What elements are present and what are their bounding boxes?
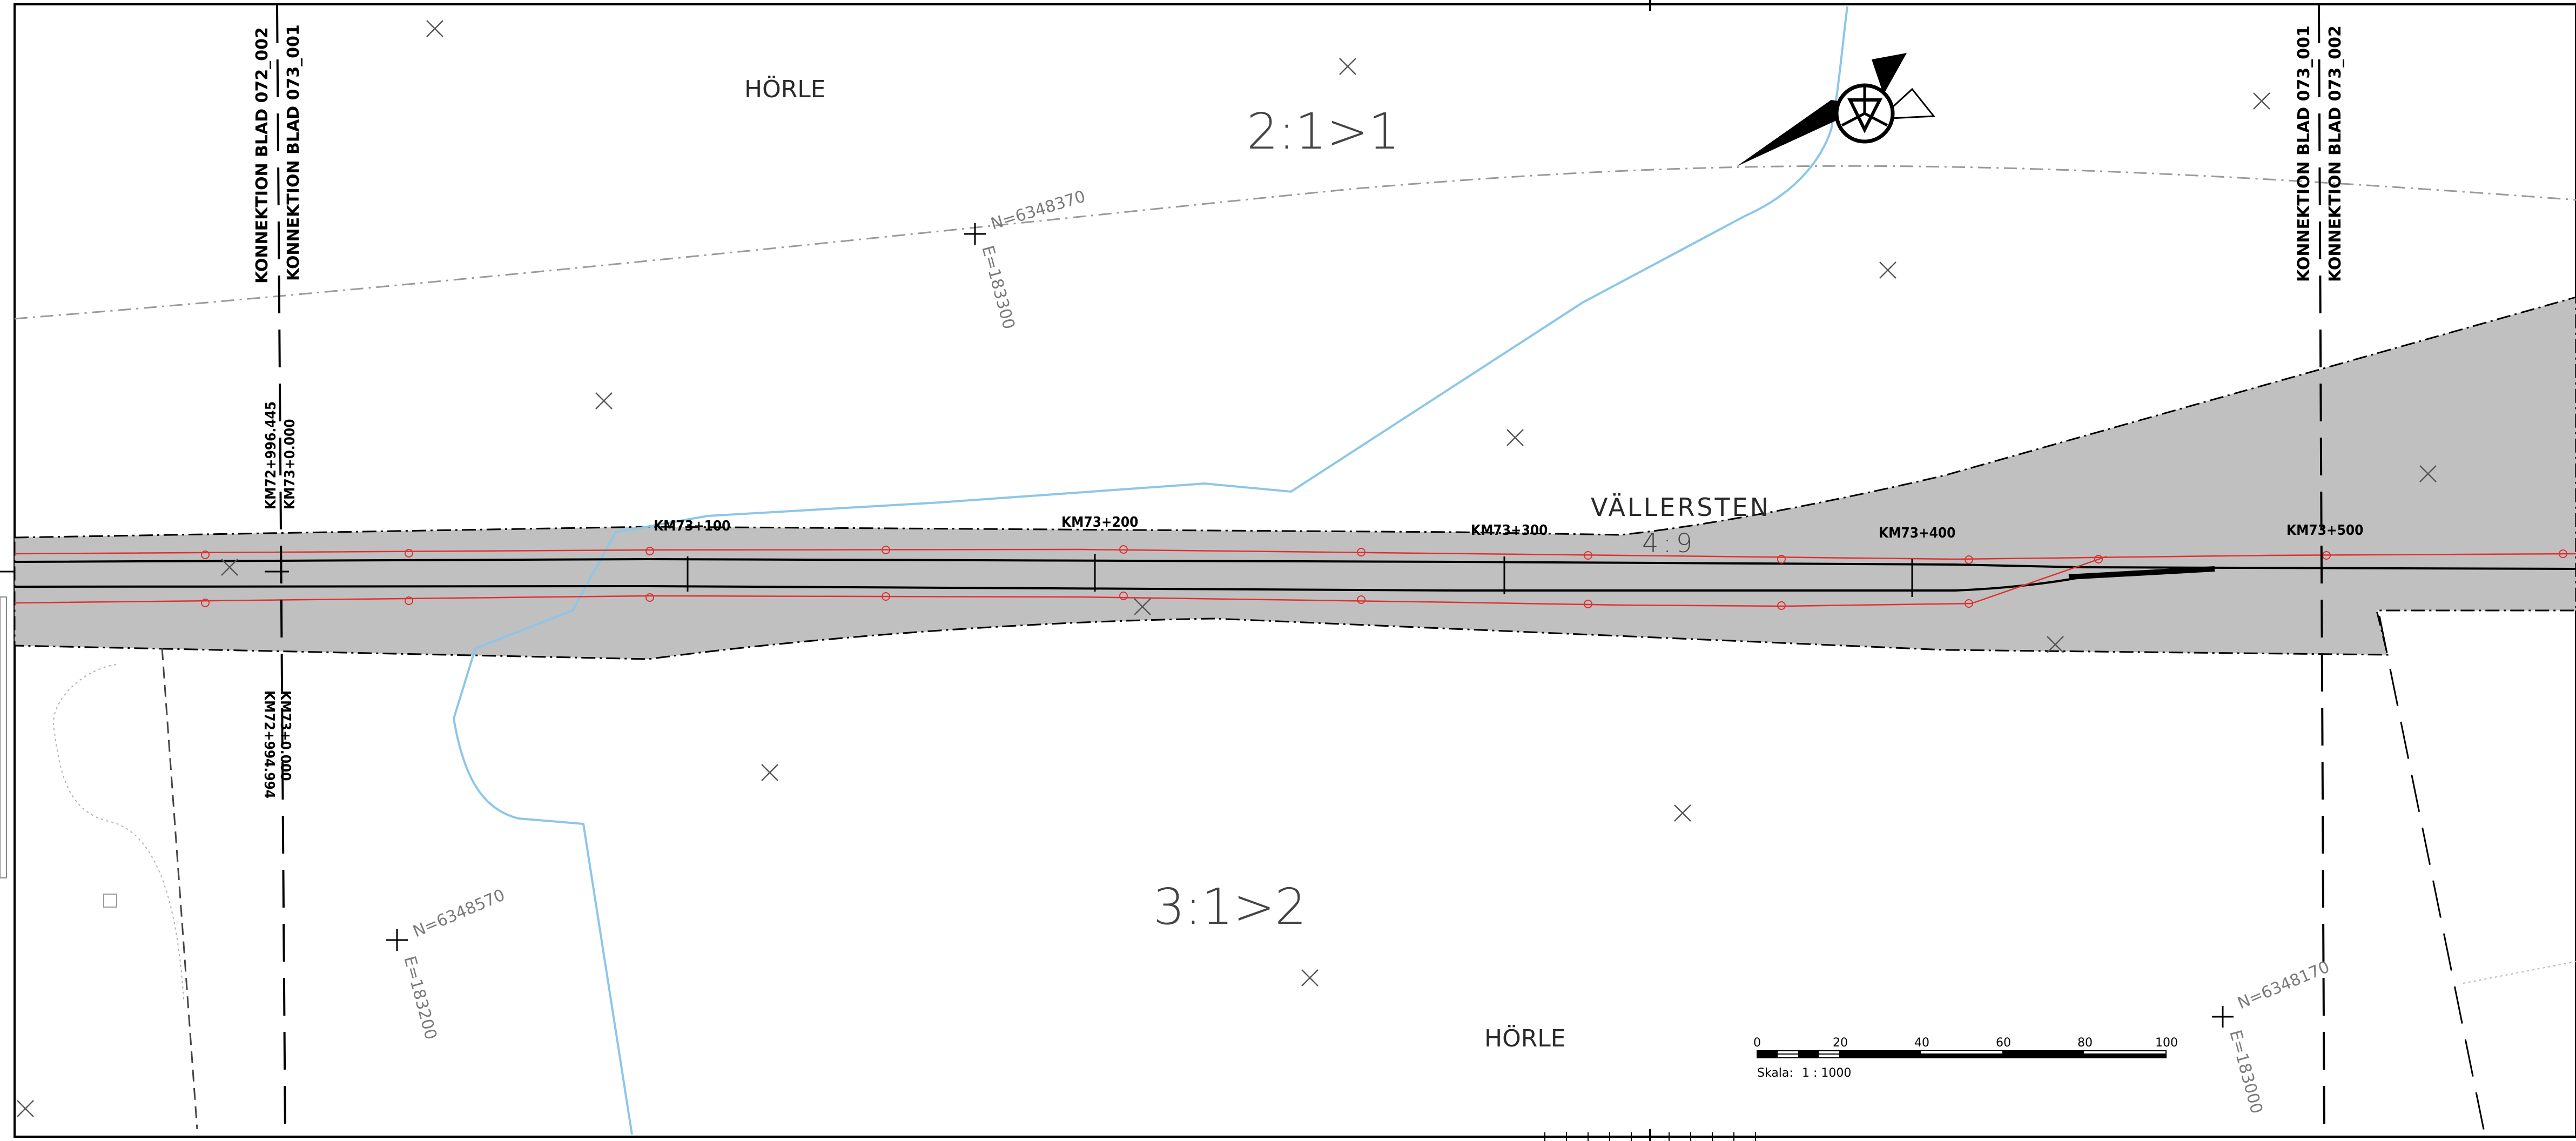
ditch-line bbox=[2378, 615, 2486, 1135]
small-square bbox=[103, 894, 117, 908]
scale-value: 1 : 1000 bbox=[1802, 1066, 1851, 1080]
km-marker-200: KM73+200 bbox=[1061, 514, 1138, 531]
coordinate-plus-markers bbox=[386, 223, 2234, 1028]
km-marker-100: KM73+100 bbox=[654, 518, 730, 534]
stream bbox=[452, 6, 1848, 1135]
scale-tick-0: 0 bbox=[1753, 1036, 1761, 1050]
scale-tick-100: 100 bbox=[2155, 1036, 2178, 1050]
km-marker-500: KM73+500 bbox=[2286, 522, 2363, 539]
connection-label-right-1: KONNEKTION BLAD 073_001 bbox=[2295, 25, 2313, 282]
coord-n-1: N=6348370 bbox=[988, 187, 1088, 233]
scale-label: Skala: bbox=[1757, 1066, 1793, 1080]
coord-n-3: N=6348170 bbox=[2235, 957, 2332, 1013]
place-name-horle-north: HÖRLE bbox=[744, 75, 826, 103]
km-ticks bbox=[687, 554, 1913, 597]
property-boundary bbox=[14, 165, 2576, 320]
bottom-ticks bbox=[1544, 1132, 1756, 1141]
left-dashed-line bbox=[161, 648, 198, 1130]
connection-line-right bbox=[2318, 5, 2325, 1137]
place-name-vallersten: VÄLLERSTEN bbox=[1591, 493, 1771, 522]
km-marker-400: KM73+400 bbox=[1879, 525, 1955, 541]
chainage-bottom-2: KM72+994.994 bbox=[261, 690, 277, 798]
chainage-bottom-1: KM73+0.000 bbox=[277, 690, 293, 781]
chainage-top-2: KM73+0.000 bbox=[282, 419, 298, 509]
north-arrow-icon bbox=[1737, 53, 1936, 166]
chainage-top-1: KM72+996.445 bbox=[263, 401, 279, 509]
edge-lines bbox=[14, 548, 2576, 607]
connection-label-right-2: KONNEKTION BLAD 073_002 bbox=[2326, 25, 2345, 282]
parcel-2-1-1: 2:1>1 bbox=[1247, 103, 1400, 160]
coord-e-1: E=183300 bbox=[978, 244, 1018, 331]
road-corridor bbox=[14, 296, 2576, 660]
left-margin-panel bbox=[0, 596, 7, 878]
connection-label-left-2: KONNEKTION BLAD 073_001 bbox=[284, 24, 303, 281]
coord-e-3: E=183000 bbox=[2225, 1028, 2266, 1116]
survey-cross-icon bbox=[17, 20, 2437, 1117]
connection-label-left-1: KONNEKTION BLAD 072_002 bbox=[253, 27, 272, 284]
coord-n-2: N=6348570 bbox=[410, 885, 507, 941]
scale-tick-20: 20 bbox=[1833, 1036, 1848, 1050]
left-dotted-area bbox=[52, 664, 184, 1000]
parcel-3-1-2: 3:1>2 bbox=[1153, 878, 1307, 936]
scale-tick-60: 60 bbox=[1996, 1036, 2011, 1050]
scale-tick-80: 80 bbox=[2077, 1036, 2093, 1050]
edge-markers bbox=[201, 545, 2567, 610]
scale-tick-40: 40 bbox=[1914, 1036, 1929, 1050]
parcel-4-9: 4:9 bbox=[1642, 528, 1697, 559]
scale-bar bbox=[1757, 1050, 2167, 1058]
alignment bbox=[14, 558, 2576, 592]
place-name-horle-south: HÖRLE bbox=[1484, 1024, 1566, 1052]
km-marker-300: KM73+300 bbox=[1471, 522, 1548, 539]
coord-e-2: E=183200 bbox=[400, 954, 440, 1042]
right-dotted-area bbox=[2463, 961, 2576, 984]
